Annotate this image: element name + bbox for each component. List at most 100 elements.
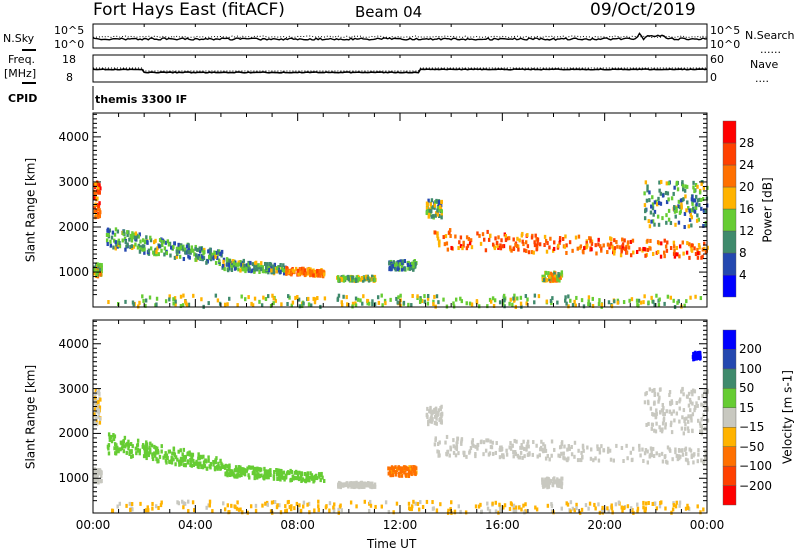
power-cell [565,250,568,255]
power-cell [164,240,167,245]
velocity-cell [98,405,102,410]
velocity-cell [521,445,524,450]
velocity-cell [183,455,186,460]
velocity-cell [263,474,266,479]
velocity-cell [524,509,527,514]
velocity-cell [160,449,163,454]
velocity-cell [249,504,253,509]
nave-tick-bottom: 0 [710,71,717,84]
power-cell [625,250,629,255]
power-cell [667,181,671,186]
power-cell [272,301,275,306]
velocity-cell [278,470,282,475]
power-cell [272,270,276,275]
power-cell [659,254,663,259]
nave-label: Nave [750,58,779,71]
power-cell [597,302,601,307]
power-cell [160,248,163,253]
power-cell [653,222,656,227]
power-cell [590,239,594,244]
velocity-cell [484,448,488,453]
velocity-cell [131,444,134,449]
power-cell [116,242,120,247]
power-cell [522,242,525,247]
power-cell [655,293,658,298]
velocity-cell [653,501,657,506]
power-cell [197,247,200,252]
power-cell [197,253,201,258]
velocity-cell [264,501,267,506]
power-cell [394,267,397,272]
power-cell [557,273,561,278]
velocity-cell [241,467,244,472]
power-cell [289,272,293,277]
velocity-colorbar-tick: 100 [739,361,762,376]
power-cell [646,247,650,252]
velocity-cell [607,446,610,451]
velocity-cell [325,504,328,509]
velocity-cell [664,425,667,430]
velocity-cell [491,451,495,456]
power-cell [131,235,134,240]
velocity-cell [610,506,614,511]
power-cell [642,300,645,305]
power-cell [681,183,685,188]
power-cell [502,293,506,298]
velocity-cell [165,453,168,458]
power-cell [95,272,98,277]
power-cell [312,273,315,278]
velocity-cell [620,445,624,450]
power-cell [262,269,266,274]
power-cell [440,209,443,214]
velocity-cell [452,438,455,443]
power-cell [646,238,649,243]
power-cell [340,300,343,305]
power-cell [697,217,700,222]
power-cell [433,203,436,208]
power-cell [677,199,681,204]
velocity-cell [394,469,398,474]
power-cell [517,247,520,252]
power-cell [98,267,101,272]
power-cell [664,190,668,195]
velocity-cell [107,432,111,437]
velocity-ytick-label: 3000 [58,381,89,396]
power-cell [698,245,701,250]
power-cell [118,244,122,249]
power-cell [147,248,151,253]
velocity-cell [410,471,413,476]
power-cell [141,247,144,252]
power-cell [508,301,511,306]
power-cell [702,208,706,213]
power-cell [95,189,99,194]
velocity-cell [626,456,629,461]
velocity-cell [565,501,568,506]
velocity-cell [657,399,660,404]
power-cell [283,268,286,273]
velocity-colorbar-tick: 15 [739,400,755,415]
power-cell [513,293,516,298]
velocity-cell [238,468,241,473]
velocity-cell [655,506,659,511]
velocity-cell [449,507,452,512]
velocity-cell [259,468,262,473]
power-cell [496,244,499,249]
power-cell [141,238,145,243]
velocity-cell [696,403,699,408]
power-cell [158,244,161,249]
velocity-cell [553,447,556,452]
velocity-cell [339,503,342,508]
power-cell [436,231,439,236]
power-cell [138,249,142,254]
velocity-cell [546,478,549,483]
velocity-cell [512,450,515,455]
velocity-cell [560,451,563,456]
power-cell [674,222,677,227]
power-cell [239,262,243,267]
power-cell [93,209,97,214]
velocity-cell [112,433,115,438]
velocity-cell [620,505,623,510]
power-cell [279,269,282,274]
velocity-cell [567,444,571,449]
velocity-cell [673,418,676,423]
